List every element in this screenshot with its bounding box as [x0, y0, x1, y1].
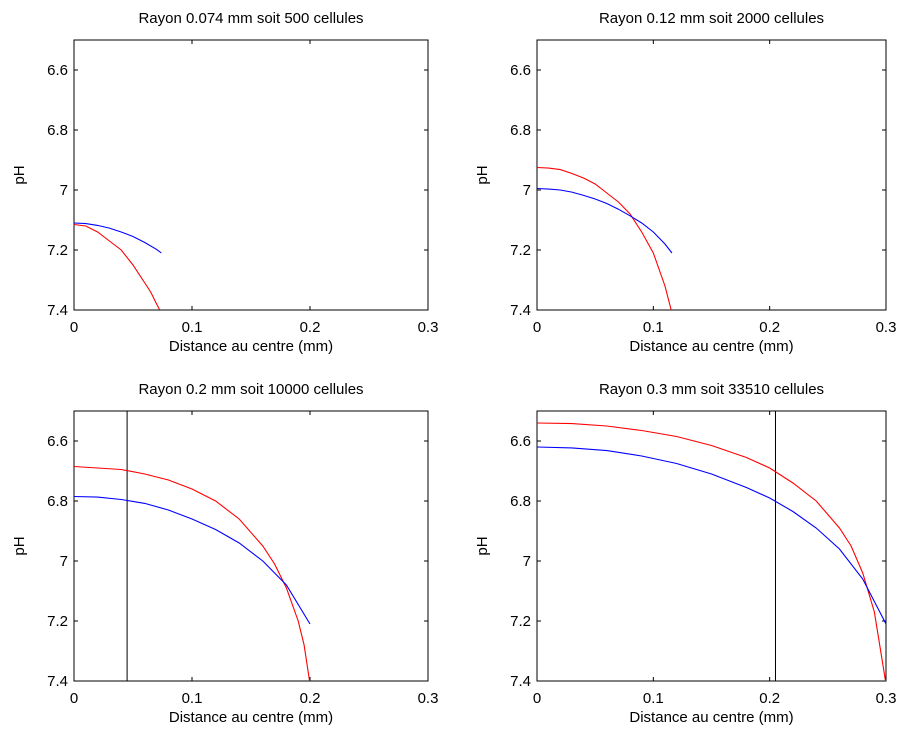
y-tick-label: 7.2: [510, 242, 531, 259]
blue-series-line: [537, 446, 886, 625]
chart-title: Rayon 0.074 mm soit 500 cellules: [138, 10, 363, 27]
x-tick-label: 0: [70, 690, 78, 707]
x-tick-label: 0.1: [182, 690, 203, 707]
chart-title: Rayon 0.12 mm soit 2000 cellules: [599, 10, 824, 27]
y-tick-label: 7: [60, 553, 68, 570]
x-tick-label: 0: [533, 690, 541, 707]
plot-area-frame: [73, 410, 429, 682]
x-tick-label: 0.1: [643, 319, 664, 336]
y-tick-label: 7.2: [47, 613, 68, 630]
plot-area-frame: [536, 39, 887, 311]
y-axis-label: pH: [11, 536, 28, 555]
y-axis-label: pH: [474, 536, 491, 555]
x-axis-label: Distance au centre (mm): [169, 338, 333, 355]
x-tick-label: 0.1: [643, 690, 664, 707]
y-tick-label: 6.6: [510, 433, 531, 450]
x-tick-label: 0.1: [182, 319, 203, 336]
y-tick-label: 7.2: [47, 242, 68, 259]
y-tick-label: 7.4: [47, 302, 68, 319]
x-tick-label: 0.2: [300, 690, 321, 707]
blue-series-line: [74, 495, 311, 625]
y-tick-label: 7.4: [47, 673, 68, 690]
x-tick-label: 0.3: [418, 319, 439, 336]
blue-series-line: [537, 187, 673, 254]
x-tick-label: 0.2: [300, 319, 321, 336]
y-axis-label: pH: [474, 165, 491, 184]
x-tick-label: 0.3: [418, 690, 439, 707]
y-tick-label: 6.8: [510, 122, 531, 139]
y-tick-label: 7.2: [510, 613, 531, 630]
y-tick-label: 7.4: [510, 673, 531, 690]
y-tick-label: 6.6: [510, 62, 531, 79]
plot-area-frame: [73, 39, 429, 311]
chart-title: Rayon 0.2 mm soit 10000 cellules: [138, 381, 363, 398]
y-tick-label: 6.6: [47, 62, 68, 79]
x-axis-label: Distance au centre (mm): [629, 338, 793, 355]
y-tick-label: 6.6: [47, 433, 68, 450]
y-tick-label: 7: [523, 182, 531, 199]
x-tick-label: 0: [533, 319, 541, 336]
red-series-line: [74, 465, 311, 681]
x-axis-label: Distance au centre (mm): [169, 709, 333, 726]
y-axis-label: pH: [11, 165, 28, 184]
y-tick-label: 6.8: [47, 493, 68, 510]
plot-area-frame: [536, 410, 887, 682]
y-tick-label: 6.8: [510, 493, 531, 510]
chart-panel-4: Rayon 0.3 mm soit 33510 cellules 0 0.1 0.2 0…: [474, 381, 896, 726]
blue-series-line: [74, 222, 162, 254]
y-tick-label: 6.8: [47, 122, 68, 139]
y-tick-label: 7.4: [510, 302, 531, 319]
x-tick-label: 0.2: [759, 319, 780, 336]
red-series-line: [537, 422, 886, 681]
x-axis-label: Distance au centre (mm): [629, 709, 793, 726]
x-tick-label: 0: [70, 319, 78, 336]
y-tick-label: 7: [523, 553, 531, 570]
red-series-line: [74, 223, 161, 310]
chart-title: Rayon 0.3 mm soit 33510 cellules: [599, 381, 824, 398]
x-tick-label: 0.3: [876, 319, 897, 336]
x-tick-label: 0.2: [759, 690, 780, 707]
red-series-line: [537, 166, 672, 310]
chart-panel-3: Rayon 0.2 mm soit 10000 cellules 0 0.1 0.2 0…: [11, 381, 438, 726]
chart-panel-1: Rayon 0.074 mm soit 500 cellules 0 0.1 0.2 0…: [11, 10, 438, 355]
chart-panel-2: Rayon 0.12 mm soit 2000 cellules 0 0.1 0.2 0…: [474, 10, 896, 355]
x-tick-label: 0.3: [876, 690, 897, 707]
y-tick-label: 7: [60, 182, 68, 199]
